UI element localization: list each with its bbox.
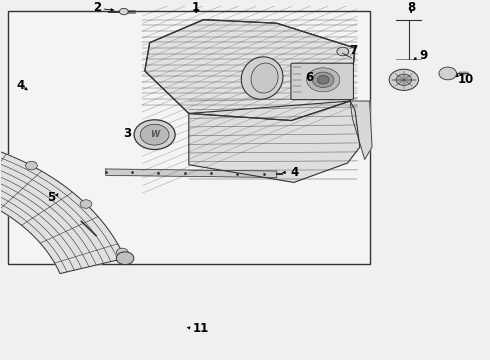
Text: 2: 2 (94, 1, 101, 14)
Text: 7: 7 (349, 44, 358, 57)
Text: 1: 1 (192, 1, 200, 14)
Polygon shape (0, 131, 125, 274)
Circle shape (389, 69, 418, 90)
Text: 5: 5 (47, 191, 55, 204)
Polygon shape (350, 101, 372, 159)
Circle shape (80, 200, 92, 208)
Circle shape (120, 8, 128, 15)
Circle shape (313, 72, 334, 87)
Circle shape (134, 120, 175, 149)
Polygon shape (189, 101, 360, 183)
Circle shape (117, 248, 128, 257)
Circle shape (140, 124, 169, 145)
Text: 11: 11 (192, 323, 208, 336)
Text: 8: 8 (407, 1, 415, 14)
Circle shape (396, 74, 412, 85)
Text: 9: 9 (419, 49, 427, 62)
Text: 10: 10 (458, 73, 474, 86)
Text: 3: 3 (123, 127, 132, 140)
Polygon shape (145, 20, 355, 121)
Circle shape (25, 161, 37, 170)
FancyBboxPatch shape (291, 63, 353, 100)
Circle shape (116, 252, 134, 265)
Bar (8, 11, 369, 264)
Text: 4: 4 (16, 78, 24, 92)
Text: 6: 6 (305, 71, 314, 84)
Text: 4: 4 (290, 166, 298, 179)
Circle shape (439, 67, 457, 80)
Circle shape (318, 76, 329, 84)
Ellipse shape (251, 63, 278, 93)
Text: W: W (150, 130, 159, 139)
Circle shape (307, 68, 340, 92)
Polygon shape (106, 169, 277, 177)
Circle shape (337, 47, 348, 56)
Ellipse shape (241, 57, 283, 99)
